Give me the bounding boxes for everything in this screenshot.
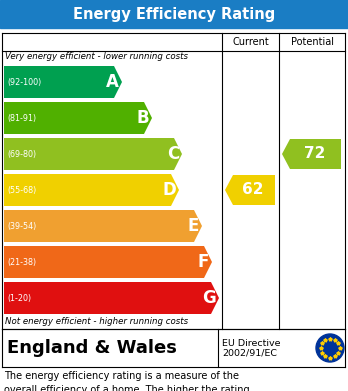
Polygon shape (225, 175, 275, 205)
Bar (2, 329, 345, 367)
Text: (21-38): (21-38) (7, 258, 36, 267)
Polygon shape (4, 138, 182, 170)
Text: EU Directive: EU Directive (222, 339, 280, 348)
Text: (39-54): (39-54) (7, 221, 36, 231)
Text: G: G (202, 289, 216, 307)
Polygon shape (4, 174, 179, 206)
Text: The energy efficiency rating is a measure of the
overall efficiency of a home. T: The energy efficiency rating is a measur… (4, 371, 250, 391)
Polygon shape (4, 282, 219, 314)
Text: England & Wales: England & Wales (7, 339, 177, 357)
Circle shape (316, 334, 344, 362)
Polygon shape (4, 66, 122, 98)
Text: D: D (162, 181, 176, 199)
Bar (2, 33, 345, 329)
Text: C: C (167, 145, 179, 163)
Text: F: F (198, 253, 209, 271)
Text: A: A (106, 73, 119, 91)
Text: Very energy efficient - lower running costs: Very energy efficient - lower running co… (5, 52, 188, 61)
Text: Not energy efficient - higher running costs: Not energy efficient - higher running co… (5, 317, 188, 326)
Text: E: E (188, 217, 199, 235)
Polygon shape (4, 246, 212, 278)
Text: 62: 62 (242, 183, 264, 197)
Text: 2002/91/EC: 2002/91/EC (222, 348, 277, 357)
Text: (55-68): (55-68) (7, 185, 36, 194)
Text: (1-20): (1-20) (7, 294, 31, 303)
Text: Current: Current (232, 37, 269, 47)
Polygon shape (282, 139, 341, 169)
Text: 72: 72 (304, 147, 325, 161)
Text: B: B (136, 109, 149, 127)
Polygon shape (4, 210, 202, 242)
Text: (92-100): (92-100) (7, 77, 41, 86)
Text: Potential: Potential (291, 37, 333, 47)
Bar (0, 0, 348, 28)
Text: Energy Efficiency Rating: Energy Efficiency Rating (73, 7, 275, 22)
Polygon shape (4, 102, 152, 134)
Text: (81-91): (81-91) (7, 113, 36, 122)
Text: (69-80): (69-80) (7, 149, 36, 158)
